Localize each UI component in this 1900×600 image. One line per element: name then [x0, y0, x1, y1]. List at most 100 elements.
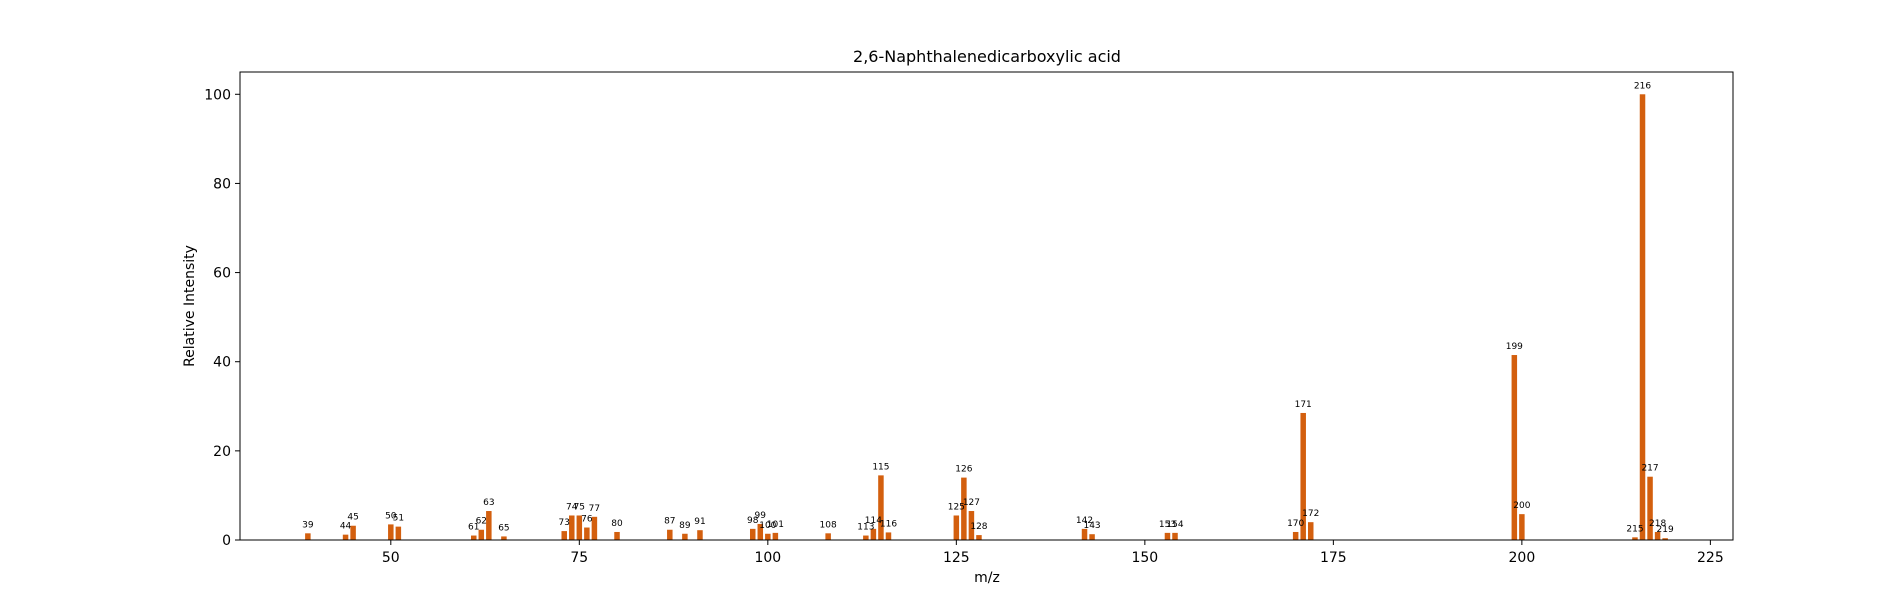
bar-mz-199	[1511, 355, 1518, 540]
peak-label-154: 154	[1166, 520, 1183, 530]
bar-mz-219	[1662, 538, 1668, 540]
peak-label-216: 216	[1634, 81, 1651, 91]
bar-mz-113	[863, 535, 869, 540]
peak-label-51: 51	[393, 514, 404, 524]
bar-mz-50	[388, 524, 394, 540]
peak-label-113: 113	[857, 523, 874, 533]
bar-mz-154	[1172, 532, 1178, 540]
bar-mz-115	[878, 475, 884, 540]
y-axis-label: Relative Intensity	[182, 245, 198, 367]
bar-mz-45	[350, 525, 356, 540]
peak-label-74: 74	[566, 502, 578, 512]
bar-mz-51	[395, 526, 402, 540]
bar-mz-62	[478, 529, 485, 540]
x-tick-label: 50	[382, 550, 400, 566]
bar-mz-91	[697, 530, 703, 540]
bar-mz-73	[561, 531, 567, 540]
peak-label-87: 87	[664, 517, 675, 527]
peak-label-75: 75	[574, 502, 585, 512]
bar-mz-44	[342, 534, 349, 540]
bar-mz-74	[569, 515, 575, 540]
peak-label-125: 125	[948, 502, 965, 512]
bar-mz-142	[1081, 528, 1088, 540]
peak-label-77: 77	[589, 504, 600, 514]
x-tick-label: 225	[1697, 550, 1724, 566]
bar-mz-76	[584, 527, 590, 540]
peak-label-153: 153	[1159, 520, 1176, 530]
bar-mz-75	[576, 515, 583, 540]
peak-label-171: 171	[1295, 400, 1312, 410]
peak-label-76: 76	[581, 515, 593, 525]
peak-label-218: 218	[1649, 519, 1666, 529]
plot-frame	[239, 71, 1734, 541]
bar-mz-143	[1089, 534, 1095, 540]
peak-label-98: 98	[747, 516, 759, 526]
peak-label-62: 62	[476, 517, 487, 527]
bar-mz-100	[765, 533, 771, 540]
bar-mz-63	[486, 511, 492, 540]
y-tick-label: 60	[213, 266, 231, 282]
peak-label-127: 127	[963, 498, 980, 508]
peak-label-200: 200	[1513, 501, 1530, 511]
bar-mz-172	[1307, 522, 1314, 540]
bar-mz-61	[471, 535, 477, 540]
bar-mz-77	[591, 516, 598, 540]
x-tick-label: 125	[943, 550, 970, 566]
x-tick-label: 150	[1131, 550, 1158, 566]
bar-mz-216	[1639, 94, 1646, 541]
peak-label-63: 63	[483, 498, 494, 508]
peak-label-219: 219	[1657, 525, 1674, 535]
bar-mz-87	[667, 529, 673, 540]
peak-label-91: 91	[694, 517, 705, 527]
bar-mz-101	[772, 532, 779, 540]
bar-mz-39	[305, 533, 311, 540]
peak-label-172: 172	[1302, 509, 1319, 519]
bar-mz-128	[976, 535, 982, 540]
peak-label-115: 115	[872, 462, 889, 472]
peak-label-45: 45	[347, 513, 358, 523]
peak-label-215: 215	[1626, 524, 1643, 534]
bar-mz-153	[1164, 532, 1171, 540]
peak-label-65: 65	[498, 523, 509, 533]
peak-label-143: 143	[1083, 521, 1100, 531]
chart-title: 2,6-Naphthalenedicarboxylic acid	[853, 47, 1121, 66]
peak-label-108: 108	[820, 520, 837, 530]
bar-mz-65	[501, 536, 507, 540]
y-tick-label: 40	[213, 355, 231, 371]
x-tick-label: 100	[754, 550, 781, 566]
bar-mz-171	[1300, 412, 1306, 540]
bar-mz-99	[757, 523, 764, 540]
peak-label-199: 199	[1506, 342, 1523, 352]
bar-mz-80	[614, 531, 620, 540]
peak-label-99: 99	[755, 511, 767, 521]
y-tick-label: 80	[213, 176, 231, 192]
y-tick-label: 20	[213, 444, 231, 460]
bar-mz-218	[1654, 531, 1661, 540]
peak-label-39: 39	[302, 520, 314, 530]
peak-label-44: 44	[340, 522, 352, 532]
bar-mz-217	[1647, 476, 1653, 540]
bar-mz-126	[961, 477, 967, 540]
bar-mz-125	[953, 515, 960, 540]
peak-label-217: 217	[1641, 464, 1658, 474]
peak-label-73: 73	[559, 518, 570, 528]
y-tick-label: 0	[222, 533, 231, 549]
x-axis: 50 75 100 125 150 175 200 225	[382, 540, 1724, 566]
peak-label-89: 89	[679, 521, 691, 531]
bar-mz-170	[1292, 531, 1299, 540]
x-tick-label: 75	[570, 550, 588, 566]
peak-label-116: 116	[880, 519, 897, 529]
peak-label-114: 114	[865, 516, 882, 526]
peak-label-50: 50	[385, 511, 397, 521]
bar-mz-108	[825, 533, 831, 540]
y-axis: 0 20 40 60 80 100	[204, 87, 240, 549]
bar-mz-98	[749, 528, 756, 540]
y-tick-label: 100	[204, 87, 231, 103]
peak-label-142: 142	[1076, 516, 1093, 526]
peak-label-126: 126	[955, 465, 972, 475]
peak-label-101: 101	[767, 520, 784, 530]
x-axis-label: m/z	[974, 570, 1000, 586]
peak-label-61: 61	[468, 523, 479, 533]
